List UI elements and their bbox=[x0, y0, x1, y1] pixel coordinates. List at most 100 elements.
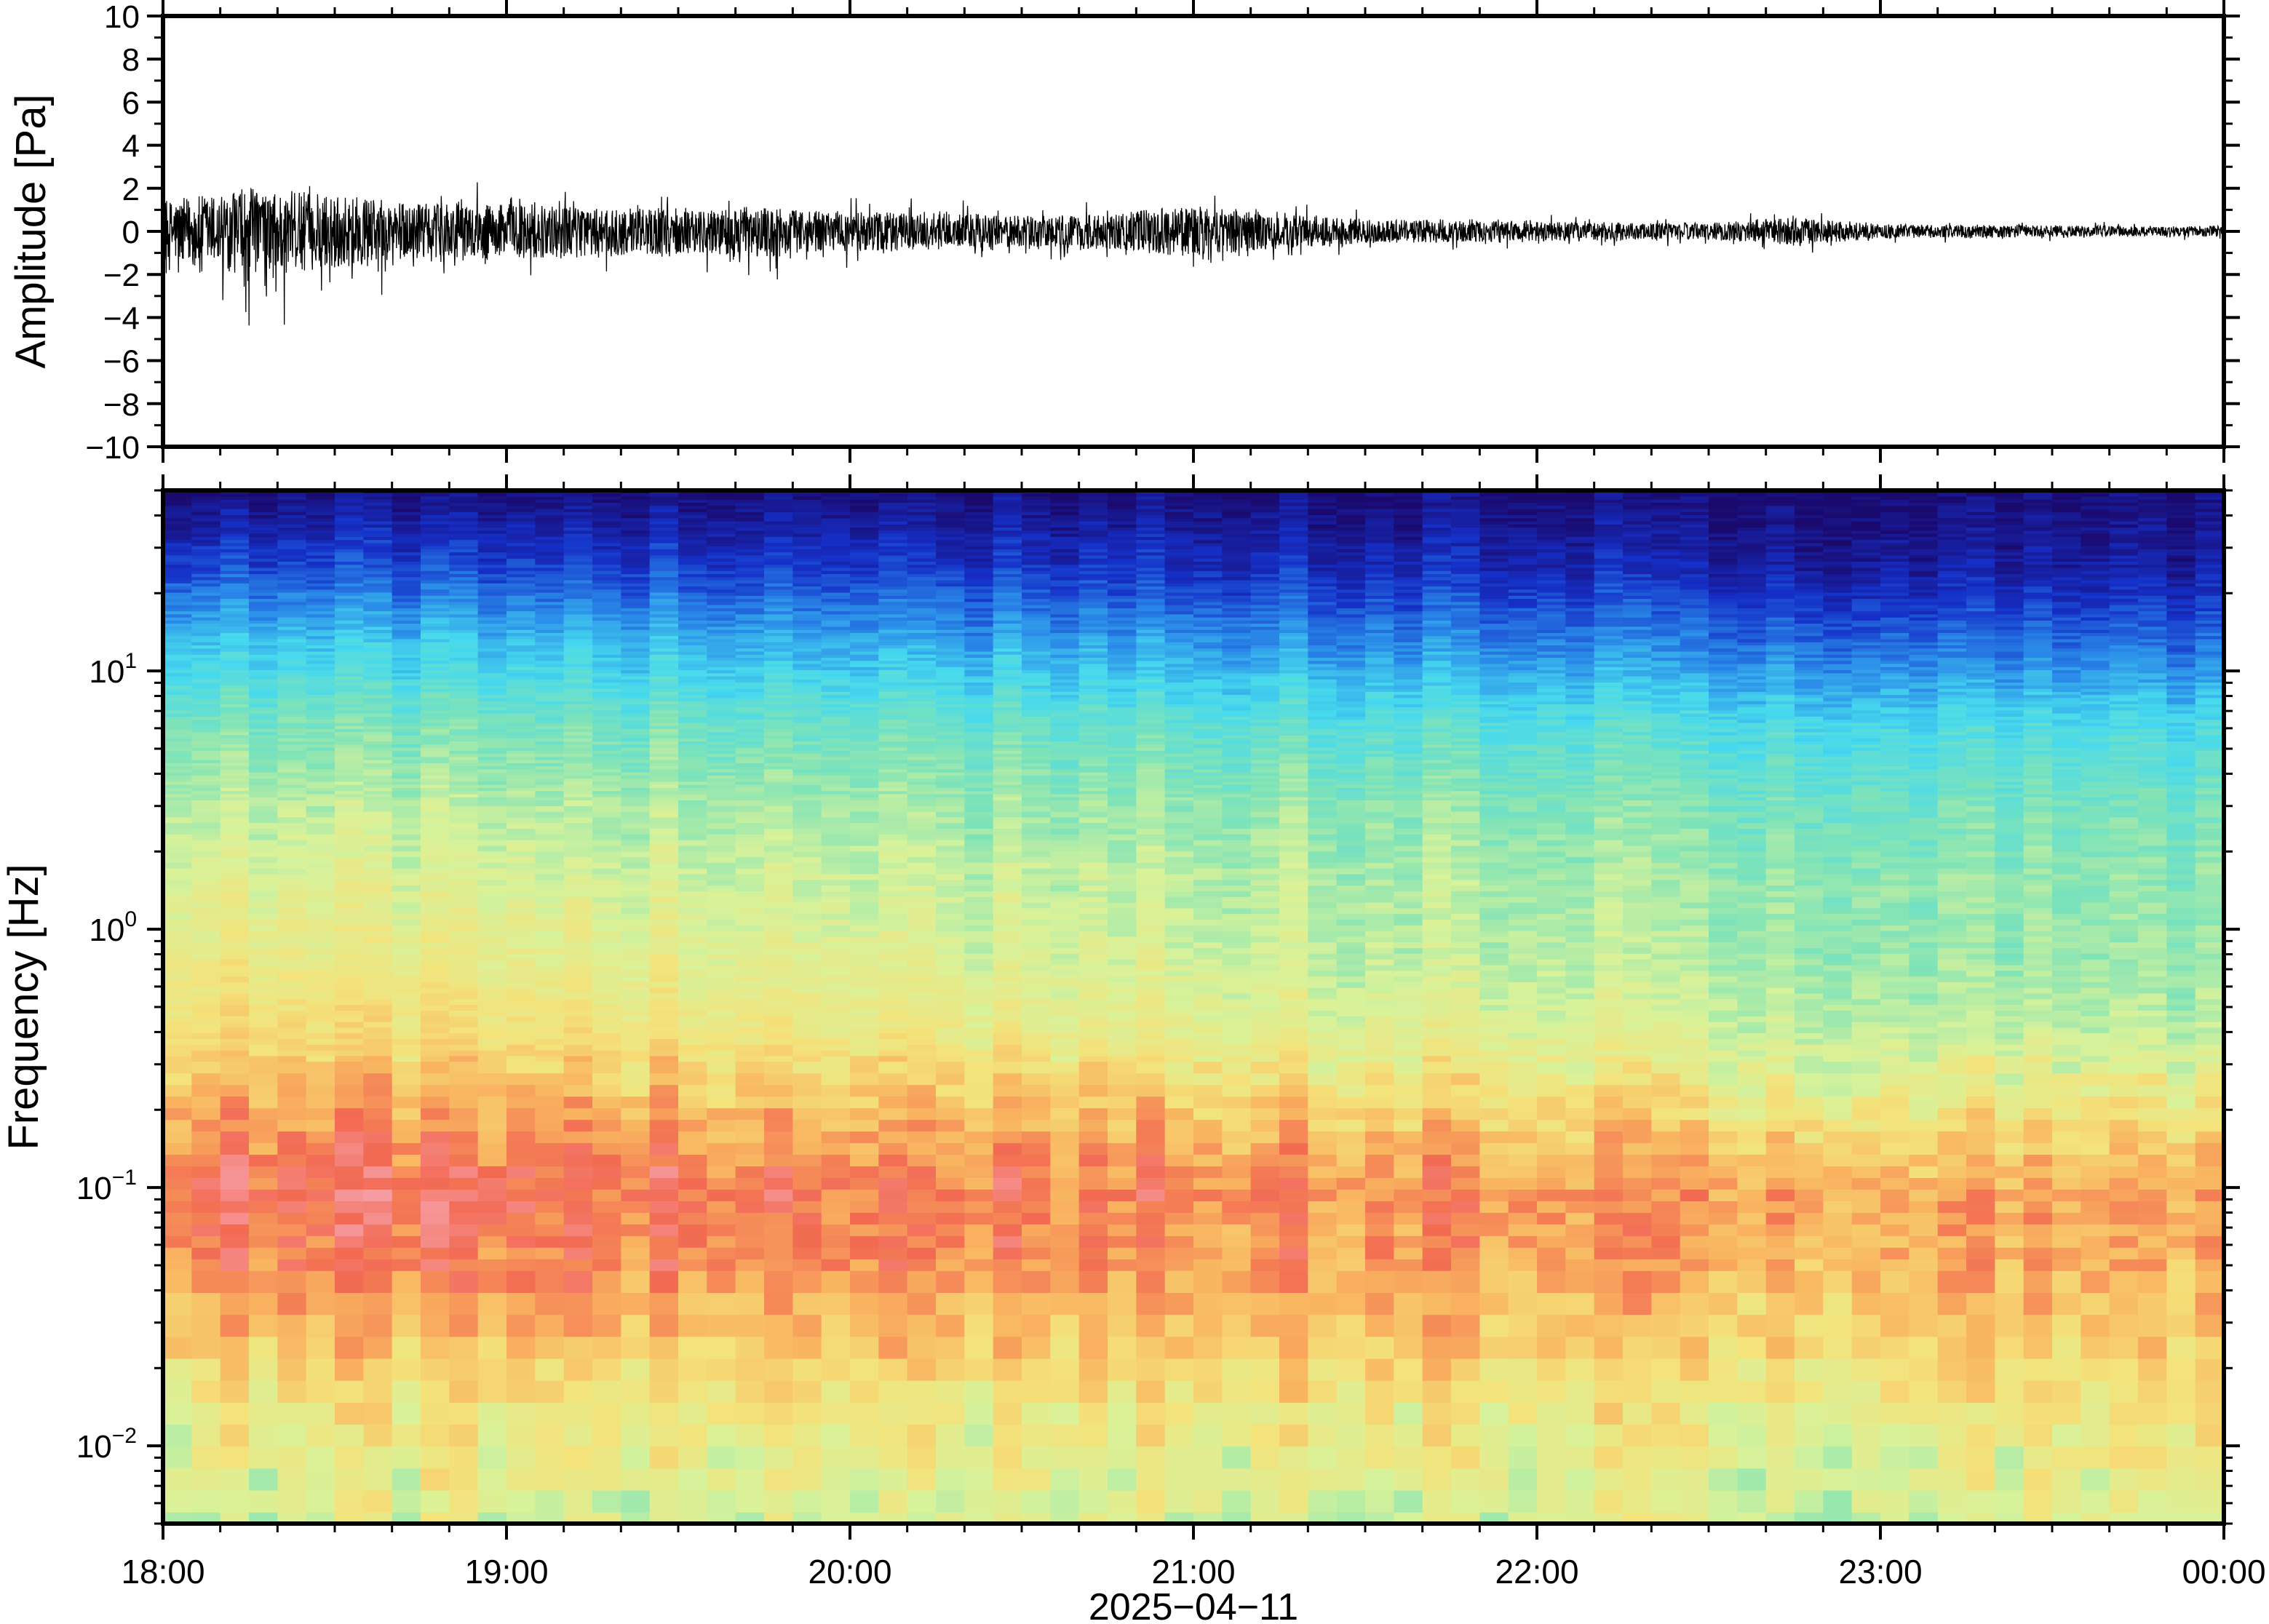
spectrogram-cell bbox=[249, 524, 279, 528]
spectrogram-cell bbox=[249, 1189, 279, 1202]
spectrogram-cell bbox=[506, 874, 536, 881]
spectrogram-cell bbox=[421, 779, 450, 783]
spectrogram-cell bbox=[392, 729, 421, 733]
spectrogram-cell bbox=[907, 1143, 937, 1155]
spectrogram-cell bbox=[163, 536, 193, 541]
spectrogram-cell bbox=[163, 723, 193, 727]
spectrogram-cell bbox=[764, 1166, 794, 1179]
spectrogram-cell bbox=[421, 1096, 450, 1109]
spectrogram-cell bbox=[792, 925, 822, 932]
amplitude-y-tick-label: 4 bbox=[122, 129, 140, 164]
spectrogram-cell bbox=[335, 868, 365, 875]
spectrogram-cell bbox=[878, 1247, 908, 1260]
spectrogram-cell bbox=[163, 676, 193, 680]
spectrogram-cell bbox=[563, 533, 593, 538]
spectrogram-cell bbox=[392, 1044, 421, 1051]
spectrogram-cell bbox=[850, 931, 880, 938]
spectrogram-cell bbox=[764, 1027, 794, 1035]
spectrogram-cell bbox=[220, 664, 250, 668]
spectrogram-cell bbox=[707, 664, 736, 668]
spectrogram-cell bbox=[735, 524, 765, 528]
spectrogram-cell bbox=[249, 965, 279, 972]
spectrogram-cell bbox=[449, 757, 479, 761]
spectrogram-cell bbox=[449, 536, 479, 541]
spectrogram-cell bbox=[850, 574, 880, 578]
spectrogram-cell bbox=[649, 499, 679, 503]
spectrogram-cell bbox=[506, 1085, 536, 1097]
spectrogram-cell bbox=[306, 570, 335, 575]
spectrogram-cell bbox=[907, 840, 937, 847]
spectrogram-cell bbox=[592, 1380, 622, 1404]
spectrogram-cell bbox=[363, 976, 393, 983]
spectrogram-cell bbox=[306, 1010, 335, 1017]
spectrogram-cell bbox=[277, 528, 307, 532]
spectrogram-cell bbox=[449, 1044, 479, 1051]
spectrogram-cell bbox=[363, 688, 393, 693]
spectrogram-cell bbox=[506, 620, 536, 624]
spectrogram-cell bbox=[392, 580, 421, 584]
spectrogram-cell bbox=[249, 496, 279, 501]
spectrogram-cell bbox=[621, 741, 651, 746]
spectrogram-cell bbox=[764, 987, 794, 995]
spectrogram-cell bbox=[907, 528, 937, 532]
spectrogram-cell bbox=[421, 496, 450, 501]
spectrogram-cell bbox=[821, 829, 851, 835]
spectrogram-cell bbox=[477, 512, 507, 516]
spectrogram-cell bbox=[592, 666, 622, 671]
spectrogram-cell bbox=[477, 583, 507, 587]
spectrogram-cell bbox=[191, 787, 221, 792]
spectrogram-cell bbox=[592, 1016, 622, 1023]
spectrogram-cell bbox=[277, 586, 307, 591]
spectrogram-cell bbox=[649, 549, 679, 553]
spectrogram-cell bbox=[249, 805, 279, 813]
spectrogram-cell bbox=[792, 682, 822, 687]
spectrogram-cell bbox=[392, 1201, 421, 1214]
spectrogram-cell bbox=[621, 688, 651, 693]
spectrogram-cell bbox=[821, 528, 851, 532]
spectrogram-cell bbox=[392, 805, 421, 813]
spectrogram-cell bbox=[220, 555, 250, 560]
spectrogram-cell bbox=[936, 583, 966, 587]
spectrogram-cell bbox=[506, 1292, 536, 1315]
spectrogram-cell bbox=[506, 528, 536, 532]
spectrogram-cell bbox=[335, 1512, 365, 1524]
spectrogram-cell bbox=[220, 851, 250, 858]
spectrogram-cell bbox=[277, 558, 307, 562]
spectrogram-cell bbox=[850, 953, 880, 960]
spectrogram-cell bbox=[335, 599, 365, 603]
spectrogram-cell bbox=[335, 993, 365, 1000]
spectrogram-cell bbox=[592, 757, 622, 761]
spectrogram-cell bbox=[764, 914, 794, 920]
spectrogram-cell bbox=[506, 543, 536, 547]
spectrogram-cell bbox=[363, 561, 393, 566]
spectrogram-cell bbox=[621, 1402, 651, 1425]
spectrogram-cell bbox=[306, 1337, 335, 1360]
spectrogram-cell bbox=[850, 617, 880, 621]
spectrogram-cell bbox=[850, 605, 880, 609]
spectrogram-cell bbox=[277, 509, 307, 513]
spectrogram-cell bbox=[792, 658, 822, 662]
spectrogram-cell bbox=[392, 676, 421, 680]
spectrogram-cell bbox=[392, 570, 421, 575]
spectrogram-cell bbox=[678, 691, 708, 696]
spectrogram-cell bbox=[449, 840, 479, 847]
spectrogram-cell bbox=[421, 953, 450, 960]
spectrogram-cell bbox=[821, 993, 851, 1000]
spectrogram-cell bbox=[363, 524, 393, 528]
spectrogram-cell bbox=[449, 925, 479, 932]
spectrogram-cell bbox=[707, 592, 736, 597]
spectrogram-cell bbox=[277, 536, 307, 541]
spectrogram-cell bbox=[764, 521, 794, 525]
spectrogram-cell bbox=[792, 543, 822, 547]
spectrogram-cell bbox=[191, 1056, 221, 1063]
spectrogram-cell bbox=[506, 1512, 536, 1524]
spectrogram-cell bbox=[191, 1166, 221, 1179]
spectrogram-cell bbox=[392, 787, 421, 792]
spectrogram-cell bbox=[191, 805, 221, 813]
spectrogram-cell bbox=[506, 676, 536, 680]
spectrogram-cell bbox=[649, 664, 679, 668]
spectrogram-cell bbox=[850, 533, 880, 538]
spectrogram-cell bbox=[191, 521, 221, 525]
spectrogram-cell bbox=[163, 530, 193, 535]
spectrogram-cell bbox=[220, 695, 250, 699]
